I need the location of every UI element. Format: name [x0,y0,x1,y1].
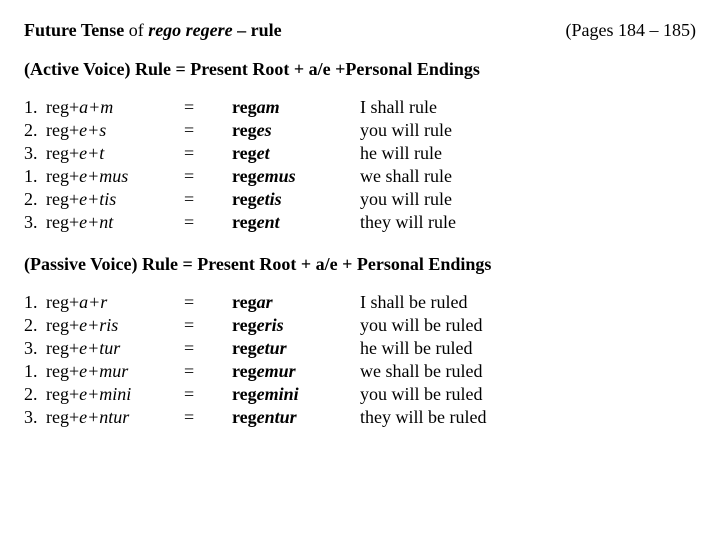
parts-breakdown: reg+e+s [46,119,184,142]
title-future-tense: Future Tense [24,20,124,40]
combined-form: regemur [232,360,360,383]
combined-form: regetur [232,337,360,360]
table-row: 1.reg+a+m=regamI shall rule [24,96,456,119]
table-row: 1.reg+e+mus=regemuswe shall rule [24,165,456,188]
parts-breakdown: reg+e+tis [46,188,184,211]
parts-breakdown: reg+e+mur [46,360,184,383]
translation: I shall rule [360,96,456,119]
combined-form: reges [232,119,360,142]
parts-breakdown: reg+a+m [46,96,184,119]
parts-breakdown: reg+e+mini [46,383,184,406]
parts-breakdown: reg+e+nt [46,211,184,234]
combined-form: regetis [232,188,360,211]
title-left: Future Tense of rego regere – rule [24,20,282,41]
parts-breakdown: reg+e+mus [46,165,184,188]
active-voice-rule: (Active Voice) Rule = Present Root + a/e… [24,59,696,80]
combined-form: regeris [232,314,360,337]
title-dash-rule: – rule [237,20,282,40]
equals-sign: = [184,142,232,165]
person-number: 3. [24,142,46,165]
title-of: of [129,20,144,40]
table-row: 2.reg+e+mini=regeminiyou will be ruled [24,383,486,406]
equals-sign: = [184,314,232,337]
combined-form: reget [232,142,360,165]
translation: you will be ruled [360,383,486,406]
equals-sign: = [184,406,232,429]
person-number: 1. [24,165,46,188]
combined-form: regemini [232,383,360,406]
combined-form: regar [232,291,360,314]
table-row: 3.reg+e+ntur=regenturthey will be ruled [24,406,486,429]
passive-conjugation-table: 1.reg+a+r=regarI shall be ruled2.reg+e+r… [24,291,486,429]
person-number: 1. [24,96,46,119]
translation: we shall rule [360,165,456,188]
person-number: 1. [24,360,46,383]
person-number: 3. [24,211,46,234]
table-row: 3.reg+e+t=regethe will rule [24,142,456,165]
translation: I shall be ruled [360,291,486,314]
combined-form: regemus [232,165,360,188]
passive-voice-rule: (Passive Voice) Rule = Present Root + a/… [24,254,696,275]
equals-sign: = [184,165,232,188]
parts-breakdown: reg+e+ntur [46,406,184,429]
combined-form: regent [232,211,360,234]
translation: you will be ruled [360,314,486,337]
equals-sign: = [184,211,232,234]
table-row: 1.reg+a+r=regarI shall be ruled [24,291,486,314]
person-number: 2. [24,188,46,211]
person-number: 2. [24,314,46,337]
parts-breakdown: reg+e+ris [46,314,184,337]
header: Future Tense of rego regere – rule (Page… [24,20,696,41]
active-conjugation-table: 1.reg+a+m=regamI shall rule2.reg+e+s=reg… [24,96,456,234]
equals-sign: = [184,119,232,142]
parts-breakdown: reg+e+t [46,142,184,165]
equals-sign: = [184,291,232,314]
person-number: 2. [24,119,46,142]
table-row: 1.reg+e+mur=regemurwe shall be ruled [24,360,486,383]
table-row: 3.reg+e+nt=regentthey will rule [24,211,456,234]
combined-form: regentur [232,406,360,429]
translation: we shall be ruled [360,360,486,383]
combined-form: regam [232,96,360,119]
table-row: 2.reg+e+tis=regetisyou will rule [24,188,456,211]
table-row: 2.reg+e+s=regesyou will rule [24,119,456,142]
translation: you will rule [360,119,456,142]
person-number: 2. [24,383,46,406]
person-number: 3. [24,406,46,429]
equals-sign: = [184,188,232,211]
table-row: 2.reg+e+ris=regerisyou will be ruled [24,314,486,337]
translation: you will rule [360,188,456,211]
parts-breakdown: reg+e+tur [46,337,184,360]
person-number: 1. [24,291,46,314]
translation: he will rule [360,142,456,165]
person-number: 3. [24,337,46,360]
table-row: 3.reg+e+tur=regeturhe will be ruled [24,337,486,360]
equals-sign: = [184,337,232,360]
title-verb: rego regere [148,20,232,40]
parts-breakdown: reg+a+r [46,291,184,314]
translation: they will be ruled [360,406,486,429]
pages-ref: (Pages 184 – 185) [566,20,696,41]
equals-sign: = [184,96,232,119]
equals-sign: = [184,360,232,383]
equals-sign: = [184,383,232,406]
translation: they will rule [360,211,456,234]
translation: he will be ruled [360,337,486,360]
